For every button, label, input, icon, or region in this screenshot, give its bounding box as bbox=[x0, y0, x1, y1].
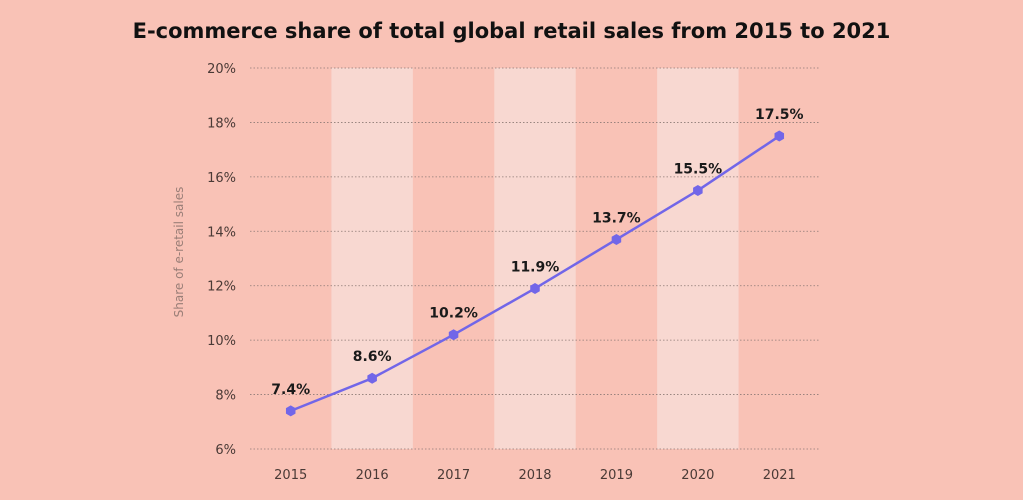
data-label-2020: 15.5% bbox=[674, 161, 723, 177]
y-tick-label: 18% bbox=[207, 116, 236, 131]
data-point-2015 bbox=[285, 405, 296, 417]
y-axis-ticks: 6% 8% 10% 12% 14% 16% 18% 20% bbox=[207, 62, 236, 458]
chart-title: E-commerce share of total global retail … bbox=[133, 19, 891, 43]
x-tick-label: 2018 bbox=[518, 468, 551, 483]
data-labels: 7.4% 8.6% 10.2% 11.9% 13.7% 15.5% 17.5% bbox=[271, 107, 803, 398]
y-tick-label: 14% bbox=[207, 225, 236, 240]
column-band-2018 bbox=[494, 68, 576, 449]
data-series bbox=[285, 130, 785, 417]
y-tick-label: 16% bbox=[207, 171, 236, 186]
y-tick-label: 8% bbox=[215, 389, 236, 404]
data-label-2019: 13.7% bbox=[592, 210, 641, 226]
x-axis-ticks: 2015 2016 2017 2018 2019 2020 2021 bbox=[274, 468, 796, 483]
x-tick-label: 2021 bbox=[763, 468, 796, 483]
x-tick-label: 2016 bbox=[356, 468, 389, 483]
data-label-2017: 10.2% bbox=[429, 306, 478, 322]
x-tick-label: 2017 bbox=[437, 468, 470, 483]
column-bands bbox=[331, 68, 739, 449]
column-band-2020 bbox=[657, 68, 739, 449]
data-point-2021 bbox=[774, 130, 785, 142]
data-label-2021: 17.5% bbox=[755, 107, 804, 123]
y-axis-title: Share of e-retail sales bbox=[172, 187, 186, 318]
x-tick-label: 2020 bbox=[681, 468, 714, 483]
y-tick-label: 10% bbox=[207, 334, 236, 349]
data-label-2018: 11.9% bbox=[511, 259, 560, 275]
data-point-2018 bbox=[530, 282, 540, 294]
data-point-2019 bbox=[611, 233, 622, 245]
data-point-2020 bbox=[693, 184, 703, 196]
y-tick-label: 12% bbox=[207, 280, 236, 295]
y-tick-label: 6% bbox=[215, 443, 236, 458]
column-band-2016 bbox=[331, 68, 413, 449]
data-point-2017 bbox=[448, 329, 459, 341]
data-label-2015: 7.4% bbox=[271, 382, 310, 398]
gridlines bbox=[250, 67, 820, 450]
x-tick-label: 2015 bbox=[274, 468, 307, 483]
data-point-2016 bbox=[367, 372, 377, 384]
x-tick-label: 2019 bbox=[600, 468, 633, 483]
y-tick-label: 20% bbox=[207, 62, 236, 77]
data-label-2016: 8.6% bbox=[353, 349, 392, 365]
